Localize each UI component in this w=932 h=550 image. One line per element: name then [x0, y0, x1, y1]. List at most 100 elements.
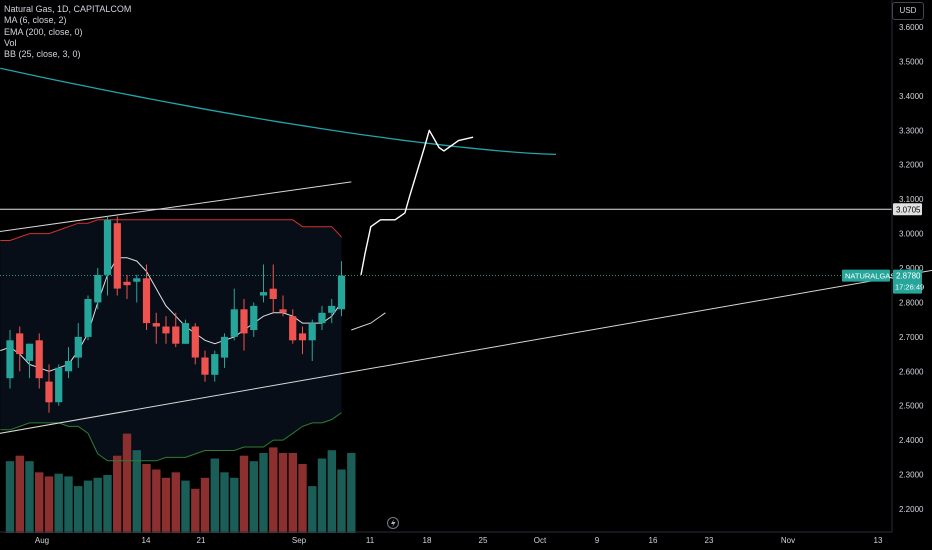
candle-body — [211, 354, 219, 375]
legend-bb: BB (25, close, 3, 0) — [4, 49, 81, 60]
volume-bar — [83, 480, 93, 533]
volume-bar — [308, 486, 317, 533]
volume-bar — [74, 486, 83, 533]
candle-body — [133, 278, 141, 282]
volume-bar — [327, 450, 336, 533]
volume-bar — [288, 453, 297, 533]
price-tick-label: 3.0000 — [899, 230, 924, 239]
price-tick-label: 2.7000 — [899, 333, 924, 342]
volume-bar — [317, 458, 327, 533]
legend-vol: Vol — [4, 37, 17, 48]
volume-bar — [103, 475, 112, 533]
volume-bar — [152, 469, 161, 533]
time-axis: Aug 14 21 Sep 11 18 25 Oct 9 16 23 Nov 13 — [35, 536, 883, 545]
candle-body — [74, 336, 82, 358]
time-tick-label: 16 — [649, 536, 658, 545]
candle-body — [84, 299, 92, 337]
candle-body — [94, 274, 102, 303]
lightning-icon — [391, 519, 396, 528]
level-label-text: 3.0705 — [896, 205, 921, 214]
candle-body — [337, 275, 346, 310]
candle-body — [16, 333, 24, 355]
volume-bar — [122, 433, 132, 533]
candle-body — [6, 340, 14, 379]
candle-body — [172, 326, 180, 344]
candle-body — [162, 326, 170, 334]
price-tick-label: 3.3000 — [899, 126, 924, 135]
legend-title: Natural Gas, 1D, CAPITALCOM — [4, 4, 132, 14]
volume-bar — [15, 455, 24, 533]
volume-bar — [278, 453, 288, 533]
time-tick-label: 21 — [197, 536, 206, 545]
symbol-badge-bg — [842, 269, 890, 282]
volume-bar — [5, 461, 15, 533]
volume-bar — [230, 477, 239, 533]
volume-bar — [249, 461, 258, 533]
volume-bar — [54, 473, 63, 533]
candle-body — [279, 309, 287, 313]
price-tick-label: 2.8000 — [899, 298, 924, 307]
time-tick-label: 25 — [479, 536, 488, 545]
candle-body — [123, 281, 131, 286]
candle-body — [55, 367, 63, 403]
candle-body — [289, 316, 297, 341]
candle-body — [113, 223, 121, 289]
volume-bar — [239, 455, 249, 533]
time-tick-label: Aug — [35, 536, 49, 545]
realtime-icon[interactable] — [387, 517, 399, 529]
bb-upper-line — [0, 219, 342, 241]
realtime-icon-ring — [387, 517, 399, 529]
chart-legend: Natural Gas, 1D, CAPITALCOM MA (6, close… — [4, 4, 131, 60]
current-price-bg — [893, 269, 922, 294]
bb-fill — [0, 219, 342, 461]
volume-bar — [132, 450, 141, 533]
volume-bar — [181, 480, 190, 533]
volume-bar — [337, 469, 346, 533]
candle-body — [45, 381, 53, 403]
candle-body — [269, 288, 277, 299]
price-tick-label: 2.6000 — [899, 367, 924, 376]
time-tick-label: 11 — [366, 536, 375, 545]
price-tick-label: 3.5000 — [899, 57, 924, 66]
volume-bar — [200, 477, 210, 533]
price-tick-label: 2.4000 — [899, 436, 924, 445]
candle-body — [250, 305, 258, 330]
candle-body — [191, 326, 199, 358]
candle-body — [240, 309, 248, 334]
volume-bar — [220, 472, 229, 533]
candle-body — [64, 361, 73, 372]
volume-bar — [93, 477, 102, 533]
time-tick-label: 18 — [423, 536, 432, 545]
legend-ema: EMA (200, close, 0) — [4, 26, 83, 37]
price-tick-label: 3.4000 — [899, 92, 924, 101]
volume-bar — [142, 464, 151, 533]
freehand-drawing — [360, 129, 474, 276]
volume-bar — [25, 461, 34, 533]
candle-body — [25, 343, 34, 361]
price-tick-label: 3.2000 — [899, 161, 924, 170]
symbol-badge-text: NATURALGAS — [845, 272, 895, 281]
volume-bar — [269, 447, 278, 533]
time-tick-label: 9 — [595, 536, 600, 545]
candle-body — [328, 305, 336, 313]
time-tick-label: 13 — [874, 536, 883, 545]
volume-bar — [161, 477, 171, 533]
upper-channel-trendline — [0, 181, 352, 233]
candle-body — [201, 357, 209, 375]
volume-bars — [5, 433, 356, 533]
candle-body — [142, 278, 151, 324]
candle-body — [181, 323, 190, 344]
candle-body — [152, 323, 160, 327]
currency-button[interactable]: USD — [892, 2, 924, 20]
time-tick-label: Nov — [781, 536, 795, 545]
price-tick-label: 3.6000 — [899, 23, 924, 32]
candle-body — [103, 219, 112, 275]
legend-ma: MA (6, close, 2) — [4, 15, 67, 26]
lower-channel-trendline — [0, 269, 932, 434]
volume-bar — [113, 455, 122, 533]
price-tick-label: 2.9000 — [899, 264, 924, 273]
volume-bar — [210, 458, 219, 533]
time-tick-label: Sep — [292, 536, 307, 545]
level-price-label: 3.0705 — [893, 203, 922, 216]
